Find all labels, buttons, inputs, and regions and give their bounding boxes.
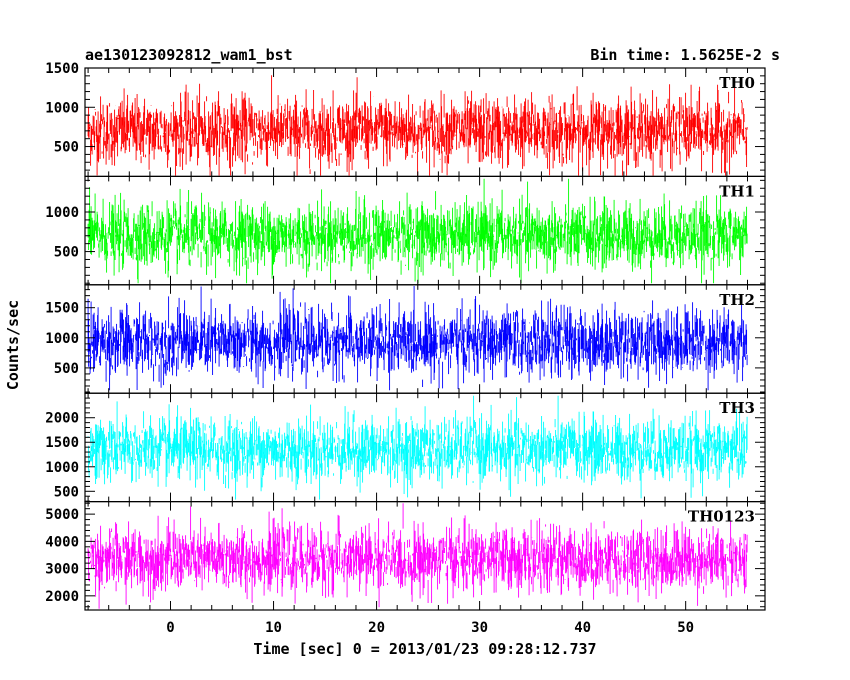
- y-tick-label-th3: 2000: [45, 411, 79, 427]
- panel-label-th2: TH2: [719, 291, 755, 309]
- y-tick-label-th2: 500: [54, 361, 79, 377]
- y-tick-label-th0: 1000: [45, 100, 79, 116]
- panel-th0: 500 1000 1500 TH0: [45, 61, 766, 178]
- y-tick-label-th2: 1000: [45, 331, 79, 347]
- x-axis-label: Time [sec] 0 = 2013/01/23 09:28:12.737: [253, 640, 596, 658]
- series-th2: [87, 286, 748, 391]
- x-tick-label: 50: [677, 620, 694, 636]
- panel-label-th3: TH3: [719, 399, 755, 417]
- x-tick-label: 40: [574, 620, 591, 636]
- panel-label-th0: TH0: [719, 74, 755, 92]
- series-th0123: [87, 503, 748, 609]
- y-tick-label-th0123: 2000: [45, 589, 79, 605]
- y-axis-label: Counts/sec: [4, 300, 22, 390]
- y-tick-label-th2: 1500: [45, 301, 79, 317]
- panel-th1: 500 1000 TH1: [45, 175, 766, 286]
- panel-label-th1: TH1: [719, 182, 755, 200]
- chart-title-left: ae130123092812_wam1_bst: [85, 46, 293, 64]
- x-tick-label: 0: [166, 620, 174, 636]
- series-th1: [87, 178, 748, 284]
- panel-th0123: 2000 3000 4000 5000 TH0123: [45, 501, 766, 611]
- x-tick-label: 30: [471, 620, 488, 636]
- y-tick-label-th3: 500: [54, 484, 79, 500]
- chart-title-right: Bin time: 1.5625E-2 s: [590, 46, 780, 64]
- y-tick-label-th0123: 4000: [45, 534, 79, 550]
- panel-th3: 500 1000 1500 2000 TH3: [45, 392, 766, 503]
- series-th3: [87, 395, 748, 500]
- x-tick-label: 10: [265, 620, 282, 636]
- y-tick-label-th0123: 3000: [45, 562, 79, 578]
- panel-frame-th0123: [84, 501, 766, 611]
- y-tick-label-th3: 1000: [45, 460, 79, 476]
- y-tick-label-th0123: 5000: [45, 507, 79, 523]
- series-th0: [87, 75, 748, 176]
- panel-th2: 500 1000 1500 TH2: [45, 284, 766, 394]
- x-axis: 0 10 20 30 40 50: [166, 620, 694, 636]
- y-tick-label-th1: 1000: [45, 205, 79, 221]
- y-tick-label-th3: 1500: [45, 435, 79, 451]
- panel-label-th0123: TH0123: [688, 508, 755, 526]
- y-tick-label-th0: 1500: [45, 61, 79, 77]
- y-tick-label-th1: 500: [54, 245, 79, 261]
- x-tick-label: 20: [368, 620, 385, 636]
- y-tick-label-th0: 500: [54, 140, 79, 156]
